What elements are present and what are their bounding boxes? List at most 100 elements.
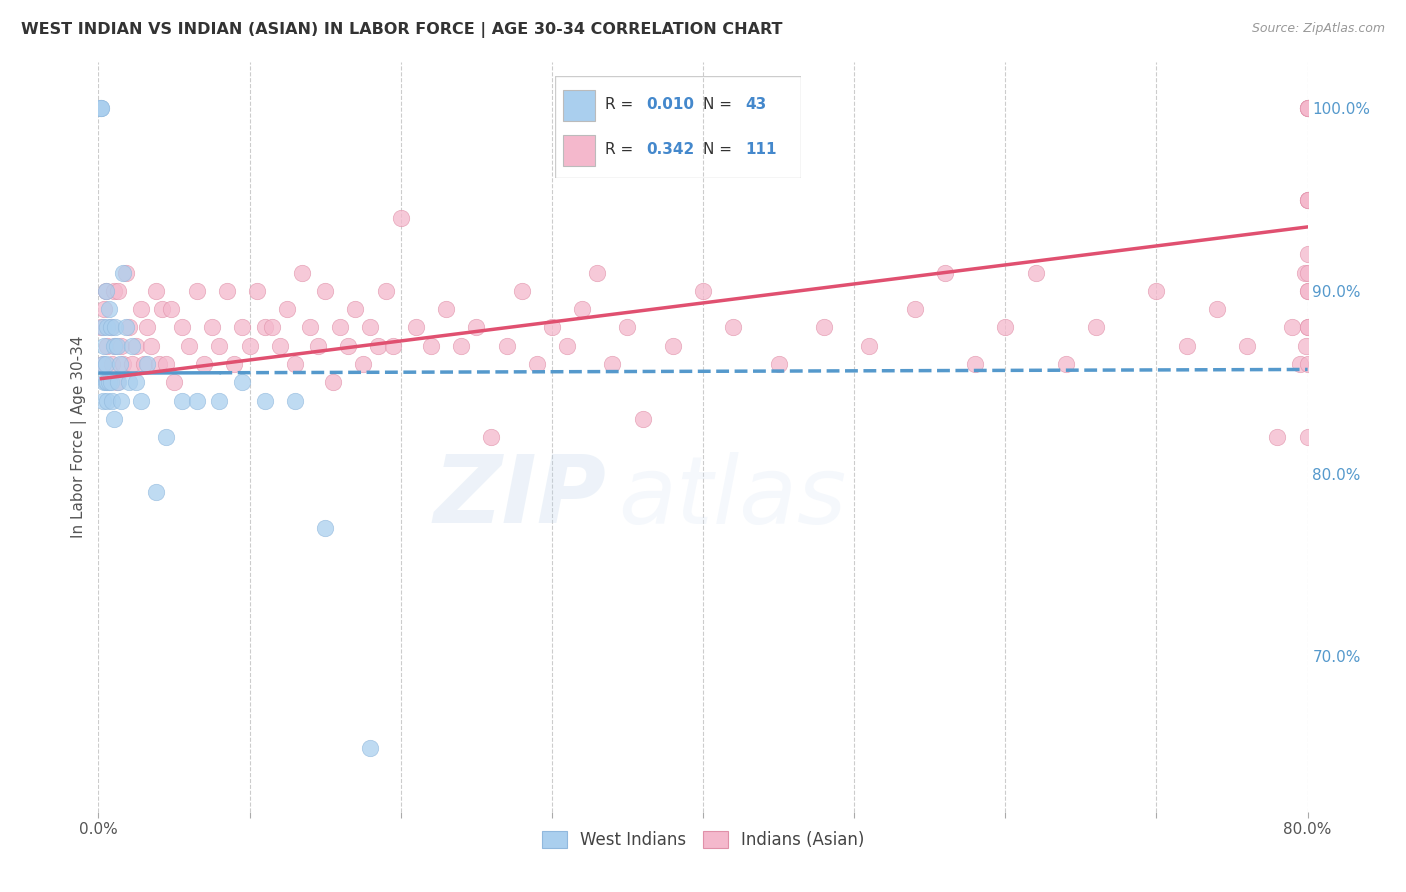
Point xyxy=(110,393,132,408)
Point xyxy=(141,339,163,353)
Text: 43: 43 xyxy=(745,97,766,112)
Point xyxy=(105,339,128,353)
Y-axis label: In Labor Force | Age 30-34: In Labor Force | Age 30-34 xyxy=(72,335,87,539)
Text: Source: ZipAtlas.com: Source: ZipAtlas.com xyxy=(1251,22,1385,36)
Point xyxy=(616,320,638,334)
Text: N =: N = xyxy=(703,97,737,112)
Point xyxy=(299,320,322,334)
Point xyxy=(90,320,112,334)
Point xyxy=(100,376,122,390)
Point xyxy=(163,376,186,390)
Point xyxy=(526,357,548,371)
Point xyxy=(98,302,121,317)
Point xyxy=(104,320,127,334)
Point xyxy=(231,376,253,390)
Point xyxy=(103,284,125,298)
Point xyxy=(1054,357,1077,371)
Point xyxy=(93,302,115,317)
Legend: West Indians, Indians (Asian): West Indians, Indians (Asian) xyxy=(534,824,872,855)
Point xyxy=(208,339,231,353)
Point xyxy=(114,320,136,334)
Point xyxy=(389,211,412,225)
Point xyxy=(586,266,609,280)
Point xyxy=(129,393,152,408)
Point xyxy=(510,284,533,298)
Point xyxy=(94,376,117,390)
Point xyxy=(382,339,405,353)
FancyBboxPatch shape xyxy=(562,136,595,166)
Point xyxy=(94,357,117,371)
Point xyxy=(101,393,124,408)
Point xyxy=(91,357,114,371)
Point xyxy=(420,339,443,353)
Text: R =: R = xyxy=(605,142,638,157)
Point xyxy=(934,266,956,280)
Point xyxy=(495,339,517,353)
Text: R =: R = xyxy=(605,97,638,112)
FancyBboxPatch shape xyxy=(562,90,595,121)
Point xyxy=(465,320,488,334)
Point xyxy=(94,284,117,298)
Point xyxy=(90,101,112,115)
Text: 111: 111 xyxy=(745,142,776,157)
Point xyxy=(813,320,835,334)
Point xyxy=(602,357,624,371)
Point xyxy=(858,339,880,353)
Point xyxy=(150,302,173,317)
Point xyxy=(1267,430,1289,444)
Point xyxy=(269,339,291,353)
Point xyxy=(253,320,276,334)
Point xyxy=(1296,266,1319,280)
Point xyxy=(90,101,112,115)
Point xyxy=(170,320,193,334)
Point xyxy=(405,320,427,334)
Point xyxy=(631,412,654,426)
Point xyxy=(1175,339,1198,353)
Point xyxy=(100,320,122,334)
Point xyxy=(374,284,396,298)
Point xyxy=(1144,284,1167,298)
Point xyxy=(111,266,134,280)
Point xyxy=(111,357,134,371)
Point xyxy=(904,302,927,317)
Point xyxy=(105,376,128,390)
Point xyxy=(101,357,124,371)
Point xyxy=(98,376,121,390)
Point xyxy=(284,393,307,408)
Point xyxy=(246,284,269,298)
Point xyxy=(434,302,457,317)
Point xyxy=(96,376,118,390)
Text: WEST INDIAN VS INDIAN (ASIAN) IN LABOR FORCE | AGE 30-34 CORRELATION CHART: WEST INDIAN VS INDIAN (ASIAN) IN LABOR F… xyxy=(21,22,783,38)
Point xyxy=(1281,320,1303,334)
Point xyxy=(145,284,167,298)
Point xyxy=(1296,284,1319,298)
Point xyxy=(262,320,284,334)
Point xyxy=(360,740,382,755)
Point xyxy=(104,339,127,353)
Point xyxy=(170,393,193,408)
Point xyxy=(193,357,215,371)
Point xyxy=(276,302,298,317)
Point xyxy=(108,357,131,371)
Point xyxy=(186,284,208,298)
Point xyxy=(201,320,224,334)
Point xyxy=(481,430,503,444)
Point xyxy=(93,376,115,390)
Point xyxy=(239,339,262,353)
Text: atlas: atlas xyxy=(619,451,846,542)
Point xyxy=(540,320,562,334)
Point xyxy=(1296,320,1319,334)
Point xyxy=(253,393,276,408)
Point xyxy=(1296,101,1319,115)
Point xyxy=(1296,357,1319,371)
Point xyxy=(186,393,208,408)
Point xyxy=(121,357,143,371)
Point xyxy=(1024,266,1046,280)
Point xyxy=(94,284,117,298)
Point xyxy=(314,521,336,535)
Point xyxy=(336,339,359,353)
Point xyxy=(329,320,352,334)
Point xyxy=(96,393,118,408)
Point xyxy=(1296,284,1319,298)
Point xyxy=(723,320,745,334)
